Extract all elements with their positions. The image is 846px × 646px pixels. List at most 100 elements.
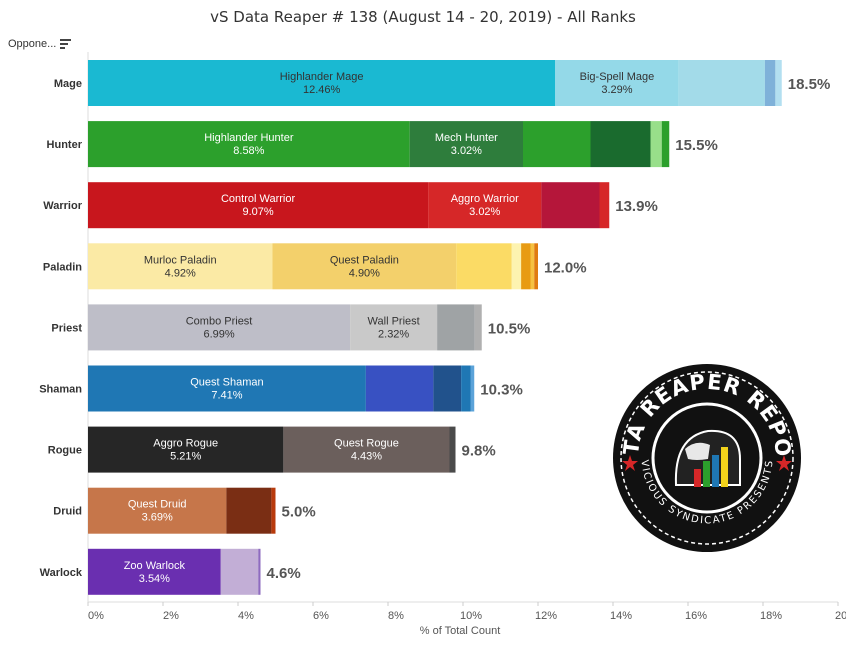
bar-segment[interactable] (433, 365, 462, 412)
segment-value-label: 6.99% (203, 328, 234, 340)
class-label: Paladin (43, 261, 82, 273)
bar-segment[interactable] (461, 365, 471, 412)
opponent-filter[interactable]: Oppone... (8, 38, 72, 50)
total-label: 18.5% (788, 76, 831, 93)
segment-label: Quest Shaman (190, 377, 263, 389)
bar-segment[interactable] (88, 304, 351, 351)
bar-segment[interactable] (88, 426, 284, 473)
segment-value-label: 3.02% (469, 206, 500, 218)
bar-segment[interactable] (470, 365, 475, 412)
bar-segment[interactable] (271, 487, 276, 534)
segment-label: Wall Priest (368, 315, 420, 327)
segment-value-label: 4.92% (165, 267, 196, 279)
bar-segment[interactable] (428, 182, 542, 229)
total-label: 12.0% (544, 259, 587, 276)
x-tick-label: 2% (163, 610, 179, 622)
segment-label: Quest Paladin (330, 254, 399, 266)
x-tick-label: 16% (685, 610, 707, 622)
segment-value-label: 3.29% (601, 84, 632, 96)
segment-label: Big-Spell Mage (580, 71, 655, 83)
segment-value-label: 7.41% (211, 390, 242, 402)
total-label: 15.5% (675, 137, 718, 154)
segment-label: Highlander Mage (280, 71, 364, 83)
total-label: 5.0% (282, 504, 316, 521)
bar-segment[interactable] (678, 60, 765, 106)
class-label: Warrior (43, 200, 82, 212)
bar-segment[interactable] (88, 60, 556, 106)
chart-title: vS Data Reaper # 138 (August 14 - 20, 20… (210, 8, 636, 26)
star-icon (776, 455, 792, 471)
bar-segment[interactable] (88, 243, 273, 290)
class-label: Shaman (39, 384, 82, 396)
segment-value-label: 8.58% (233, 145, 264, 157)
bar-segment[interactable] (350, 304, 438, 351)
bar-segment[interactable] (437, 304, 475, 351)
segment-value-label: 3.02% (451, 145, 482, 157)
bar-segment[interactable] (272, 243, 457, 290)
total-label: 13.9% (615, 198, 658, 215)
bar-segment[interactable] (521, 243, 531, 290)
total-label: 4.6% (267, 565, 301, 582)
bar-segment[interactable] (88, 121, 410, 168)
segment-value-label: 4.90% (349, 267, 380, 279)
bar-segment[interactable] (511, 243, 522, 290)
bar-segment[interactable] (88, 182, 429, 229)
segment-label: Aggro Rogue (153, 438, 218, 450)
bar-segment[interactable] (220, 548, 259, 595)
class-label: Warlock (40, 567, 83, 579)
segment-label: Control Warrior (221, 193, 295, 205)
segment-value-label: 5.21% (170, 451, 201, 463)
total-label: 9.8% (462, 443, 496, 460)
bar-segment[interactable] (661, 121, 670, 168)
bar-segment[interactable] (283, 426, 450, 473)
bar-segment[interactable] (88, 487, 227, 534)
bar-segment[interactable] (555, 60, 679, 106)
x-tick-label: 4% (238, 610, 254, 622)
segment-label: Aggro Warrior (451, 193, 519, 205)
bar-segment[interactable] (764, 60, 776, 106)
bar-segment[interactable] (599, 182, 610, 229)
segment-value-label: 9.07% (242, 206, 273, 218)
segment-value-label: 3.69% (142, 512, 173, 524)
segment-label: Combo Priest (186, 315, 253, 327)
x-tick-label: 8% (388, 610, 404, 622)
class-label: Rogue (48, 445, 82, 457)
x-tick-label: 6% (313, 610, 329, 622)
total-label: 10.5% (488, 320, 531, 337)
bar-segment[interactable] (590, 121, 651, 168)
bar-segment[interactable] (456, 243, 512, 290)
data-reaper-report-badge: DATA REAPER REPORT VICIOUS SYNDICATE PRE… (612, 363, 802, 553)
x-tick-label: 12% (535, 610, 557, 622)
segment-label: Quest Druid (128, 499, 187, 511)
segment-value-label: 12.46% (303, 84, 341, 96)
bar-segment[interactable] (226, 487, 272, 534)
x-axis-label: % of Total Count (420, 625, 501, 637)
segment-label: Zoo Warlock (124, 560, 186, 572)
x-tick-label: 20% (835, 610, 846, 622)
bar-segment[interactable] (534, 243, 538, 290)
segment-value-label: 4.43% (351, 451, 382, 463)
bar-segment[interactable] (650, 121, 662, 168)
bar-segment[interactable] (88, 365, 366, 412)
opponent-filter-label: Oppone... (8, 38, 57, 50)
bar-segment[interactable] (409, 121, 523, 168)
bar-segment[interactable] (449, 426, 456, 473)
segment-label: Quest Rogue (334, 438, 399, 450)
bar-segment[interactable] (88, 548, 221, 595)
x-tick-label: 10% (460, 610, 482, 622)
bar-segment[interactable] (474, 304, 482, 351)
segment-label: Mech Hunter (435, 132, 498, 144)
x-tick-label: 0% (88, 610, 104, 622)
bar-segment[interactable] (530, 243, 535, 290)
bar-segment[interactable] (775, 60, 782, 106)
segment-value-label: 2.32% (378, 328, 409, 340)
sort-icon[interactable] (60, 38, 72, 50)
total-label: 10.3% (480, 382, 523, 399)
bar-segment[interactable] (523, 121, 591, 168)
bar-segment[interactable] (541, 182, 600, 229)
bar-segment[interactable] (258, 548, 261, 595)
star-icon (622, 455, 638, 471)
bar-segment[interactable] (365, 365, 434, 412)
class-label: Priest (51, 322, 82, 334)
